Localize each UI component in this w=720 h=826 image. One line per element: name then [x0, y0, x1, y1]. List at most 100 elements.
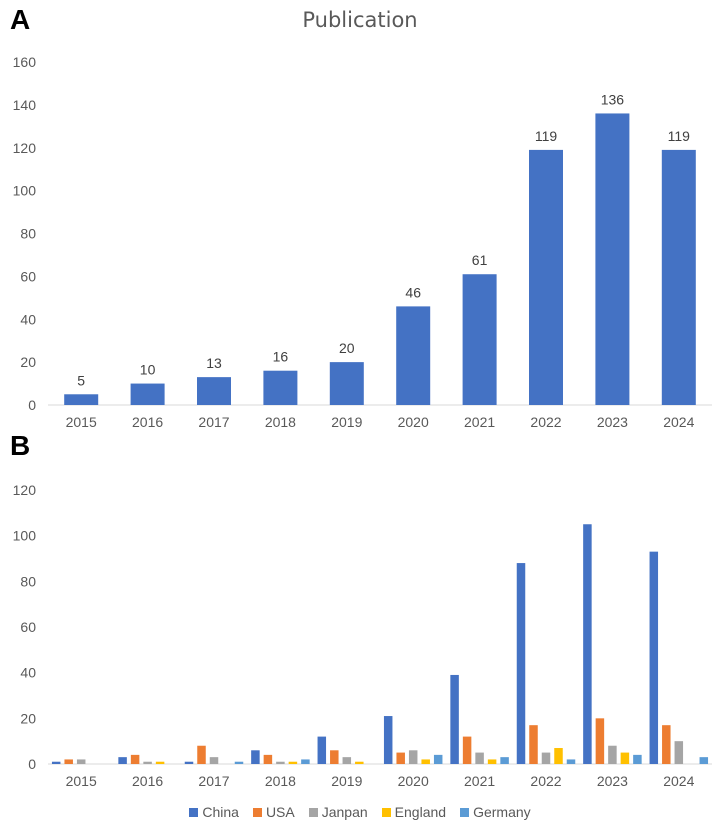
x-tick-label: 2021	[464, 773, 495, 789]
y-tick-label: 80	[20, 573, 36, 589]
y-tick-label: 100	[13, 528, 37, 544]
x-tick-label: 2024	[663, 414, 694, 430]
bar-usa	[462, 736, 472, 764]
legend-swatch	[308, 807, 318, 817]
y-tick-label: 120	[13, 482, 37, 498]
chart-a: 0 20 40 60 80 100 120 140 160 5 2015 10 2016 13 2017 16…	[13, 54, 712, 430]
x-tick-label: 2015	[66, 414, 97, 430]
bar-usa	[130, 754, 140, 764]
x-tick-label: 2017	[198, 414, 229, 430]
x-tick-label: 2019	[331, 414, 362, 430]
bar-janpan	[76, 759, 86, 764]
bar	[396, 306, 431, 405]
y-tick-label: 0	[28, 397, 36, 413]
bar-england	[355, 761, 364, 764]
x-tick-label: 2022	[530, 773, 561, 789]
bar-england	[554, 748, 563, 764]
chart-b: 0 20 40 60 80 100 120 2015 2016 2017 2018 2019 2020 2…	[13, 482, 712, 789]
bar-janpan	[143, 761, 152, 764]
bar-germany	[566, 759, 576, 764]
legend-item: Janpan	[308, 804, 368, 820]
bar-usa	[595, 718, 605, 764]
bar-janpan	[408, 750, 418, 764]
bar	[595, 113, 630, 405]
bar	[462, 274, 497, 405]
x-tick-label: 2024	[663, 773, 694, 789]
bar-china	[583, 524, 592, 764]
bar-england	[155, 761, 165, 764]
bar-china	[184, 761, 194, 764]
bar-china	[649, 551, 659, 764]
bar-janpan	[674, 741, 684, 764]
data-label: 136	[601, 91, 625, 107]
bar-germany	[301, 759, 310, 764]
y-tick-label: 140	[13, 97, 37, 113]
bar-china	[450, 674, 459, 764]
x-tick-label: 2017	[198, 773, 229, 789]
data-label: 46	[405, 284, 421, 300]
bar-china	[251, 750, 260, 764]
bar-england	[487, 759, 497, 764]
x-tick-label: 2018	[265, 773, 296, 789]
bar-germany	[500, 757, 509, 764]
data-label: 61	[472, 252, 488, 268]
bar-china	[118, 757, 127, 764]
x-tick-label: 2023	[597, 414, 628, 430]
x-tick-label: 2020	[398, 414, 429, 430]
x-tick-label: 2016	[132, 773, 163, 789]
legend-swatch	[189, 807, 199, 817]
data-label: 119	[668, 128, 691, 144]
y-tick-label: 60	[20, 619, 36, 635]
x-tick-label: 2020	[398, 773, 429, 789]
y-tick-label: 80	[20, 226, 36, 242]
bar-janpan	[342, 757, 352, 764]
data-label: 20	[339, 340, 355, 356]
bar-usa	[330, 750, 339, 764]
bar-janpan	[541, 752, 551, 764]
x-tick-label: 2022	[530, 414, 561, 430]
legend-swatch	[381, 807, 391, 817]
legend-label: Germany	[473, 804, 531, 820]
legend-swatch	[460, 807, 470, 817]
bar	[529, 149, 563, 405]
y-tick-label: 40	[20, 311, 36, 327]
bar-janpan	[209, 757, 219, 764]
y-tick-label: 40	[20, 665, 36, 681]
legend-label: Janpan	[321, 804, 368, 820]
bar-england	[620, 752, 630, 764]
y-tick-label: 20	[20, 710, 36, 726]
y-tick-label: 20	[20, 354, 36, 370]
legend-label: China	[202, 804, 239, 820]
bar	[661, 149, 696, 405]
y-tick-label: 120	[13, 140, 37, 156]
bar-germany	[234, 761, 244, 764]
x-tick-label: 2023	[597, 773, 628, 789]
legend-item: USA	[252, 804, 295, 820]
bar-england	[288, 761, 298, 764]
legend-label: England	[394, 804, 447, 820]
panel-label-a: A	[10, 4, 31, 35]
y-tick-label: 60	[20, 268, 36, 284]
bar-usa	[64, 759, 73, 764]
legend-item: China	[189, 804, 239, 820]
bar-usa	[529, 725, 538, 764]
legend-item: England	[381, 804, 447, 820]
bar-janpan	[475, 752, 484, 764]
bar-germany	[699, 757, 709, 764]
data-label: 16	[273, 349, 289, 365]
data-label: 119	[535, 128, 558, 144]
bar-germany	[633, 754, 642, 764]
bar-janpan	[608, 745, 617, 764]
y-tick-label: 100	[13, 183, 37, 199]
bar-china	[317, 736, 327, 764]
bar-usa	[263, 754, 273, 764]
y-tick-label: 160	[13, 54, 37, 70]
bar-usa	[396, 752, 405, 764]
panel-label-b: B	[10, 430, 31, 461]
x-tick-label: 2021	[464, 414, 495, 430]
bar	[329, 362, 364, 405]
bar-janpan	[276, 761, 285, 764]
y-tick-label: 0	[28, 756, 36, 772]
chart-title: Publication	[302, 8, 418, 32]
legend-label: USA	[265, 804, 295, 820]
